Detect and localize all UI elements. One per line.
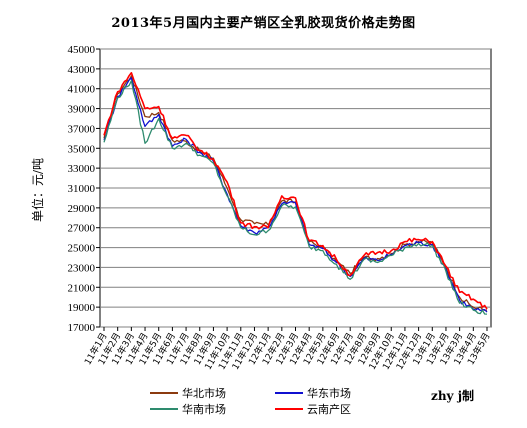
- y-tick-label: 23000: [68, 262, 96, 274]
- y-tick-label: 41000: [68, 84, 96, 96]
- legend-label: 华南市场: [182, 402, 226, 416]
- y-tick-label: 45000: [68, 44, 96, 56]
- y-tick-label: 35000: [68, 143, 96, 155]
- legend-label: 华东市场: [307, 386, 351, 400]
- y-tick-label: 31000: [68, 183, 96, 195]
- y-tick-label: 43000: [68, 64, 96, 76]
- legend-label: 云南产区: [307, 402, 351, 416]
- legend-label: 华北市场: [182, 386, 226, 400]
- y-tick-label: 19000: [68, 302, 96, 314]
- y-tick-labels: 17000 19000 21000 23000 25000 27000 29000 31000…: [68, 44, 96, 334]
- y-tick-label: 17000: [68, 322, 96, 334]
- chart-title: 2013年5月国内主要产销区全乳胶现货价格走势图: [111, 16, 416, 31]
- y-tick-label: 21000: [68, 282, 96, 294]
- y-axis-label: 单位：元/吨: [30, 158, 45, 222]
- y-tick-label: 37000: [68, 123, 96, 135]
- series-lines: [103, 72, 488, 315]
- y-tick-label: 33000: [68, 163, 96, 175]
- credit-text: zhy j制: [431, 388, 474, 403]
- y-tick-label: 27000: [68, 223, 96, 235]
- y-tick-label: 25000: [68, 243, 96, 255]
- y-tick-label: 29000: [68, 203, 96, 215]
- series-line: [103, 72, 488, 310]
- y-tick-label: 39000: [68, 104, 96, 116]
- series-line: [103, 80, 488, 315]
- x-tick-labels: 11年1月11年2月11年3月11年4月11年5月11年6月11年7月11年8月…: [82, 327, 493, 372]
